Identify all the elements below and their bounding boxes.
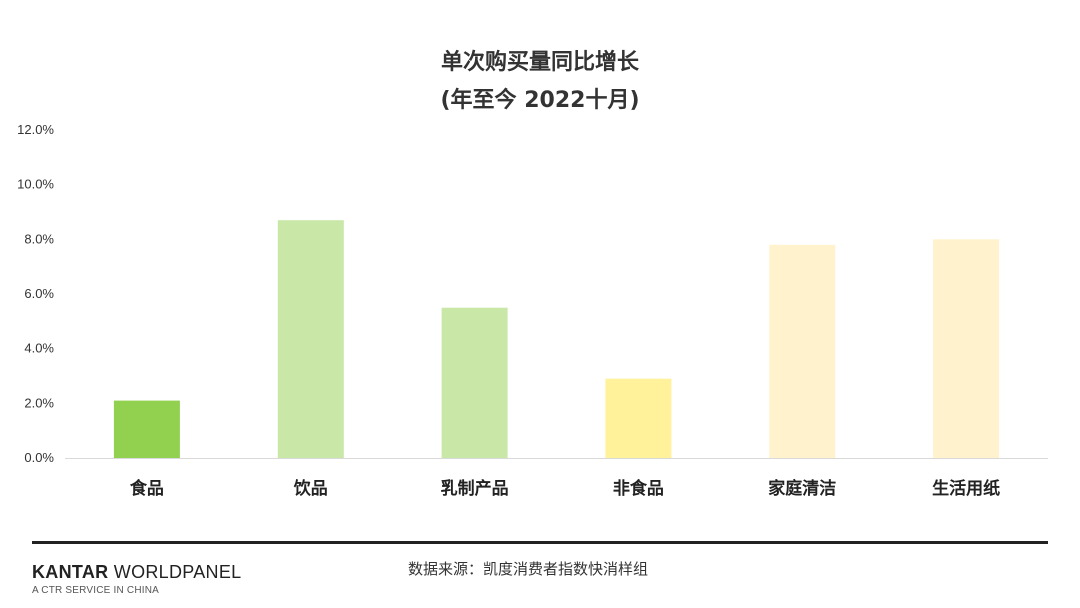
y-tick-label: 6.0% xyxy=(24,286,54,301)
x-axis: 食品 饮品 乳制产品 非食品 家庭清洁 生活用纸 xyxy=(130,478,1000,499)
chart-subtitle: (年至今 2022十月) xyxy=(440,88,640,113)
logo-brand-light: WORLDPANEL xyxy=(113,562,242,582)
footer-divider xyxy=(32,541,1048,544)
logo-tagline: A CTR SERVICE IN CHINA xyxy=(32,585,160,596)
kantar-logo: KANTAR WORLDPANEL xyxy=(32,562,241,583)
bar xyxy=(605,378,672,458)
x-tick-label: 生活用纸 xyxy=(932,478,1000,499)
bar xyxy=(441,307,508,458)
bar-chart: 0.0% 2.0% 4.0% 6.0% 8.0% 10.0% 12.0% 食品 饮品 乳制产品 非… xyxy=(17,122,1048,499)
bar xyxy=(933,239,1000,458)
y-axis: 0.0% 2.0% 4.0% 6.0% 8.0% 10.0% 12.0% xyxy=(17,122,54,465)
x-tick-label: 家庭清洁 xyxy=(768,478,836,499)
y-tick-label: 8.0% xyxy=(24,231,54,246)
logo-brand-bold: KANTAR xyxy=(32,562,109,582)
chart-title: 单次购买量同比增长 xyxy=(440,50,639,75)
bar xyxy=(277,220,344,458)
x-tick-label: 食品 xyxy=(130,478,164,499)
data-source-note: 数据来源：凯度消费者指数快消样组 xyxy=(408,560,649,578)
bar-group xyxy=(113,220,1000,458)
x-tick-label: 乳制产品 xyxy=(441,478,509,499)
bar xyxy=(769,244,836,458)
y-tick-label: 10.0% xyxy=(17,177,54,192)
bar xyxy=(113,400,180,458)
x-tick-label: 饮品 xyxy=(293,478,328,499)
y-tick-label: 0.0% xyxy=(24,450,54,465)
y-tick-label: 12.0% xyxy=(17,122,54,137)
y-tick-label: 2.0% xyxy=(24,395,54,410)
x-tick-label: 非食品 xyxy=(613,478,664,499)
y-tick-label: 4.0% xyxy=(24,341,54,356)
